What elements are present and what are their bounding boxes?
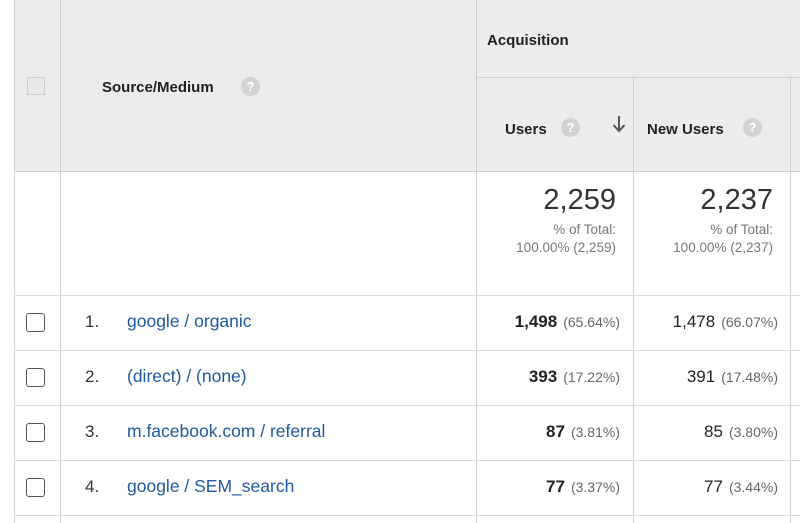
row-checkbox[interactable] [26, 368, 45, 387]
row-number: 2. [85, 367, 100, 386]
question-circle-icon[interactable]: ? [561, 118, 580, 137]
source-link[interactable]: google / SEM_search [127, 476, 295, 496]
users-cell: 77 (3.37%) [546, 477, 620, 497]
new-users-cell: 85 (3.80%) [704, 422, 778, 442]
source-link[interactable]: (direct) / (none) [127, 366, 247, 386]
question-circle-icon[interactable]: ? [241, 77, 260, 96]
row-checkbox[interactable] [26, 313, 45, 332]
source-medium-header[interactable]: Source/Medium [102, 79, 214, 96]
users-value: 393 [528, 367, 558, 386]
new-users-total: 2,237 [700, 184, 773, 216]
row-number: 3. [85, 422, 100, 441]
acquisition-header: Acquisition [487, 32, 569, 49]
source-link[interactable]: m.facebook.com / referral [127, 421, 326, 441]
row-number: 1. [85, 312, 100, 331]
new-users-percent: (3.44%) [728, 479, 778, 495]
users-percent: (65.64%) [563, 314, 620, 330]
users-value: 77 [546, 477, 565, 496]
arrow-down-icon[interactable] [612, 115, 626, 133]
new-users-cell: 1,478 (66.07%) [673, 312, 778, 332]
new-users-percent: (66.07%) [721, 314, 778, 330]
users-column-header[interactable]: Users [505, 121, 547, 138]
users-total-percent: % of Total: 100.00% (2,259) [516, 222, 616, 255]
new-users-cell: 391 (17.48%) [687, 367, 778, 387]
users-cell: 1,498 (65.64%) [515, 312, 620, 332]
row-checkbox[interactable] [26, 423, 45, 442]
users-cell: 87 (3.81%) [546, 422, 620, 442]
users-percent: (17.22%) [563, 369, 620, 385]
users-total: 2,259 [543, 184, 616, 216]
new-users-cell: 77 (3.44%) [704, 477, 778, 497]
new-users-value: 1,478 [672, 312, 716, 331]
users-cell: 393 (17.22%) [529, 367, 620, 387]
new-users-value: 391 [686, 367, 716, 386]
new-users-column-header[interactable]: New Users [647, 121, 724, 138]
select-all-checkbox[interactable] [27, 77, 45, 95]
new-users-total-percent: % of Total: 100.00% (2,237) [673, 222, 773, 255]
row-number: 4. [85, 477, 100, 496]
row-checkbox[interactable] [26, 478, 45, 497]
table-header [14, 0, 800, 171]
users-percent: (3.81%) [570, 424, 620, 440]
users-percent: (3.37%) [570, 479, 620, 495]
new-users-percent: (17.48%) [721, 369, 778, 385]
new-users-value: 85 [704, 422, 723, 441]
new-users-percent: (3.80%) [728, 424, 778, 440]
source-link[interactable]: google / organic [127, 311, 252, 331]
users-value: 1,498 [514, 312, 558, 331]
users-value: 87 [546, 422, 565, 441]
question-circle-icon[interactable]: ? [743, 118, 762, 137]
new-users-value: 77 [704, 477, 723, 496]
